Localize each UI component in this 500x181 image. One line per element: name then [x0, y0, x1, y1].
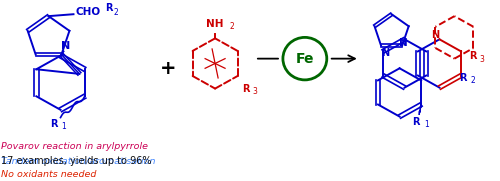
Text: Fe: Fe: [296, 52, 314, 66]
Text: R: R: [469, 51, 476, 61]
Text: N: N: [381, 48, 389, 58]
Text: R: R: [412, 117, 420, 127]
Text: 17 examples, yields up to 96%: 17 examples, yields up to 96%: [2, 156, 152, 166]
Text: 2: 2: [470, 76, 476, 85]
Text: +: +: [160, 59, 176, 78]
Text: R: R: [106, 3, 113, 13]
Text: Tandem oxidation/aromatisation: Tandem oxidation/aromatisation: [0, 156, 155, 165]
Text: 3: 3: [479, 55, 484, 64]
Text: Povarov reaction in arylpyrrole: Povarov reaction in arylpyrrole: [0, 142, 148, 151]
Text: R: R: [50, 119, 58, 129]
Text: N: N: [399, 38, 408, 48]
Text: 2: 2: [114, 8, 118, 17]
Text: N: N: [432, 30, 440, 41]
Text: CHO: CHO: [76, 7, 100, 17]
Text: NH: NH: [206, 19, 224, 29]
Text: No oxidants needed: No oxidants needed: [0, 170, 96, 179]
Text: R: R: [242, 84, 250, 94]
Text: N: N: [61, 41, 70, 51]
Text: R: R: [460, 73, 467, 83]
Text: 1: 1: [424, 120, 428, 129]
Circle shape: [283, 37, 327, 80]
Text: 1: 1: [61, 122, 66, 131]
Text: 3: 3: [252, 87, 258, 96]
Text: 2: 2: [229, 22, 234, 31]
